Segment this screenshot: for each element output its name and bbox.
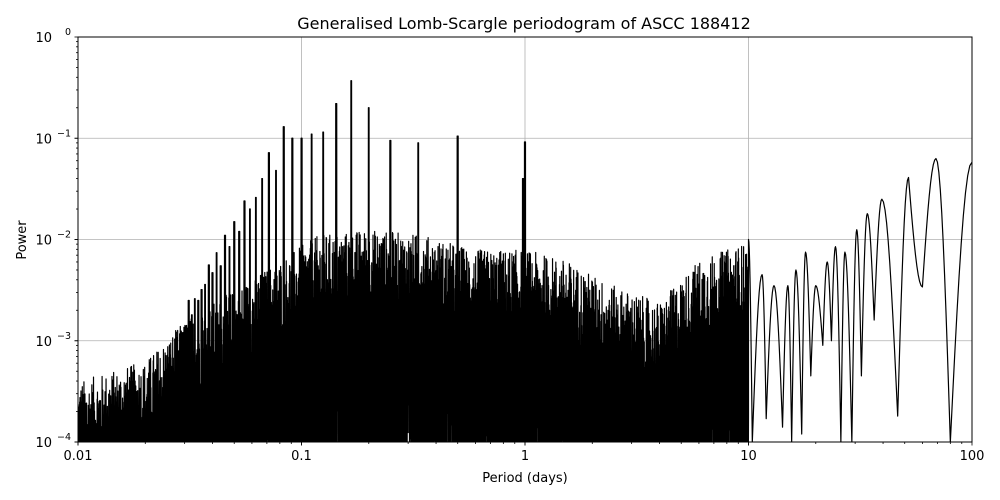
x-tick-label: 100 [960,449,985,464]
x-tick-label: 1 [521,449,529,464]
chart-title: Generalised Lomb-Scargle periodogram of … [297,14,751,33]
y-tick-exponent: −1 [57,128,71,139]
data-area [78,80,972,442]
y-tick-exponent: −2 [57,230,71,241]
x-tick-label: 10 [740,449,757,464]
x-tick-label: 0.1 [291,449,312,464]
y-tick-exponent: −3 [57,331,71,342]
y-tick-label: 10 [35,335,52,350]
y-tick-exponent: −4 [57,432,71,443]
y-tick-exponent: 0 [65,27,71,38]
y-tick-label: 10 [35,436,52,451]
power-series-line [78,80,972,442]
y-axis-ticks: 10 0 10 −1 10 −2 10 −3 10 −4 [35,27,78,451]
y-axis-label: Power [15,220,30,260]
y-tick-label: 10 [35,132,52,147]
x-tick-label: 0.01 [64,449,93,464]
x-axis-label: Period (days) [482,471,568,486]
x-axis-ticks: 0.01 0.1 1 10 100 [64,442,985,464]
y-tick-label: 10 [35,31,52,46]
y-tick-label: 10 [35,234,52,249]
